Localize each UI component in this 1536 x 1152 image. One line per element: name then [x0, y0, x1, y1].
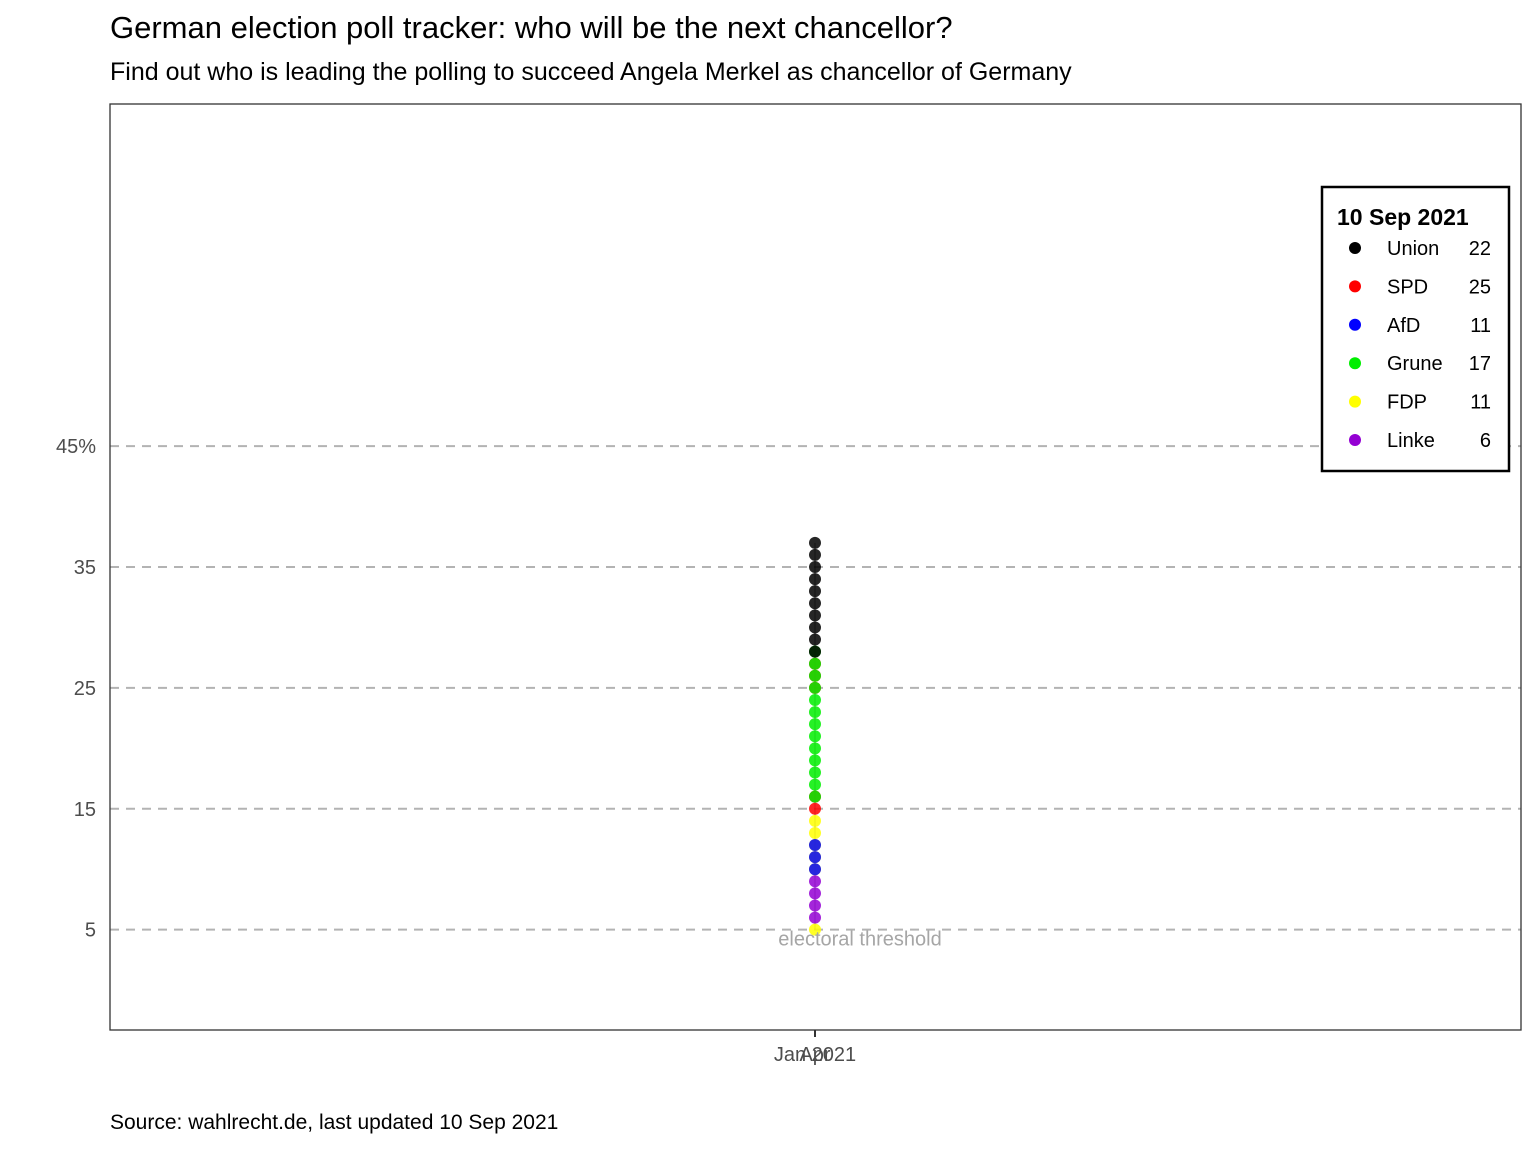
- threshold-annotation: electoral threshold: [778, 929, 941, 951]
- legend-value: 17: [1469, 353, 1491, 375]
- data-points: [809, 536, 821, 936]
- data-point-grune: [809, 718, 821, 731]
- legend-label: Linke: [1387, 430, 1435, 452]
- source-caption: Source: wahlrecht.de, last updated 10 Se…: [110, 1111, 559, 1134]
- plot-panel-border: [109, 103, 1522, 1031]
- data-point-fdp: [809, 923, 821, 936]
- data-point-linke: [809, 887, 821, 900]
- data-point-fdp: [809, 814, 821, 827]
- chart-title: German election poll tracker: who will b…: [110, 10, 953, 45]
- data-point-union: [809, 548, 821, 561]
- data-point-grune: [809, 681, 821, 694]
- legend-value: 11: [1470, 315, 1491, 337]
- legend-value: 11: [1470, 392, 1491, 414]
- data-point-afd: [809, 839, 821, 852]
- legend-key-grune: [1349, 357, 1361, 370]
- data-point-grune: [809, 706, 821, 719]
- data-point-afd: [809, 851, 821, 864]
- data-point-union: [809, 633, 821, 646]
- legend-title: 10 Sep 2021: [1337, 204, 1469, 230]
- data-point-union: [809, 645, 821, 658]
- legend-label: SPD: [1387, 276, 1428, 298]
- legend-label: Union: [1387, 238, 1439, 260]
- data-point-fdp: [809, 826, 821, 839]
- data-point-grune: [809, 778, 821, 791]
- legend-key-linke: [1349, 434, 1361, 446]
- x-tick-label: Jan 2021: [774, 1044, 856, 1066]
- data-point-grune: [809, 657, 821, 670]
- data-point-linke: [809, 911, 821, 924]
- legend-value: 22: [1469, 238, 1491, 260]
- chart-subtitle: Find out who is leading the polling to s…: [110, 58, 1072, 86]
- data-point-grune: [809, 754, 821, 767]
- y-tick-label: 25: [74, 678, 96, 700]
- legend-key-spd: [1349, 280, 1361, 293]
- y-tick-label: 15: [74, 799, 96, 821]
- data-point-linke: [809, 899, 821, 912]
- data-point-union: [809, 561, 821, 573]
- data-point-afd: [809, 863, 821, 876]
- data-point-grune: [809, 693, 821, 706]
- x-tick-label: Apr: [799, 1044, 830, 1066]
- legend-key-afd: [1349, 318, 1361, 331]
- data-point-grune: [809, 766, 821, 779]
- data-point-grune: [809, 790, 821, 803]
- data-point-union: [809, 585, 821, 598]
- legend-value: 6: [1480, 430, 1491, 452]
- legend-label: AfD: [1387, 315, 1420, 337]
- legend-key-union: [1349, 242, 1361, 254]
- data-point-grune: [809, 730, 821, 743]
- data-point-union: [809, 621, 821, 634]
- y-tick-label: 5: [85, 920, 96, 942]
- legend-key-fdp: [1349, 395, 1361, 408]
- data-point-union: [809, 573, 821, 586]
- data-point-linke: [809, 875, 821, 888]
- legend-label: Grune: [1387, 353, 1443, 375]
- data-point-spd: [809, 802, 821, 815]
- legend-value: 25: [1469, 276, 1491, 298]
- legend: 10 Sep 2021 Union 22 SPD 25 AfD 11 Grune 17 FDP 1…: [1320, 185, 1511, 473]
- data-point-union: [809, 609, 821, 622]
- y-tick-label: 35: [74, 557, 96, 579]
- legend-label: FDP: [1387, 392, 1427, 414]
- data-point-union: [809, 536, 821, 549]
- y-tick-label: 45%: [56, 436, 96, 458]
- data-point-grune: [809, 669, 821, 682]
- data-point-union: [809, 597, 821, 610]
- data-point-grune: [809, 742, 821, 755]
- y-axis: 45% 35 25 15 5: [56, 436, 96, 942]
